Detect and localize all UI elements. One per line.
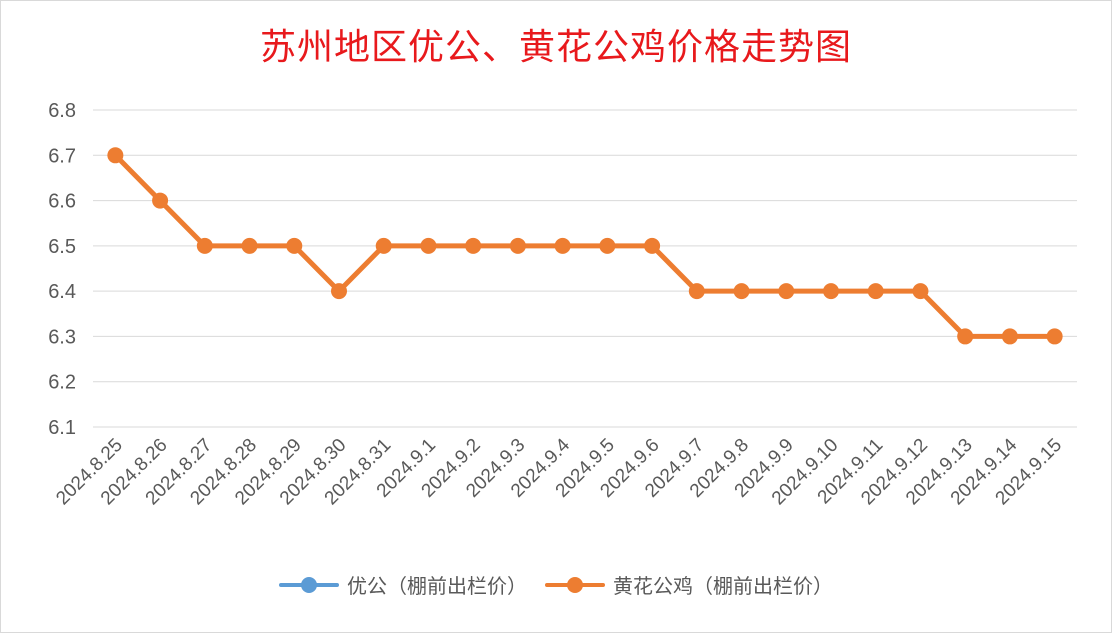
data-point	[509, 237, 526, 254]
y-tick-label: 6.5	[48, 236, 76, 258]
y-tick-label: 6.4	[48, 281, 76, 303]
legend: 优公（棚前出栏价） 黄花公鸡（棚前出栏价）	[0, 570, 1112, 599]
series-line-2	[112, 152, 1058, 339]
data-point	[331, 283, 347, 300]
data-point	[733, 283, 750, 300]
y-tick-label: 6.2	[48, 372, 76, 394]
data-point	[554, 237, 571, 254]
y-tick-label: 6.7	[48, 145, 76, 167]
legend-label-series-2: 黄花公鸡（棚前出栏价）	[613, 574, 833, 598]
data-point	[644, 237, 661, 254]
data-point	[1046, 328, 1063, 345]
y-tick-label: 6.8	[48, 100, 76, 122]
data-point	[778, 283, 795, 300]
data-point	[420, 237, 437, 254]
data-point	[196, 237, 213, 254]
data-point	[1001, 328, 1018, 345]
grid-lines	[93, 109, 1077, 428]
data-point	[912, 283, 929, 300]
data-point	[599, 237, 616, 254]
series-lines	[112, 152, 1058, 339]
legend-item-series-2: 黄花公鸡（棚前出栏价）	[545, 570, 833, 599]
data-point	[688, 283, 705, 300]
y-tick-label: 6.1	[48, 417, 76, 439]
legend-item-series-1: 优公（棚前出栏价）	[279, 570, 527, 599]
data-point	[867, 283, 884, 300]
chart-title: 苏州地区优公、黄花公鸡价格走势图	[259, 27, 852, 68]
data-point	[286, 237, 303, 254]
data-point	[957, 328, 974, 345]
x-axis-ticks: 2024.8.252024.8.262024.8.272024.8.282024…	[52, 434, 1066, 509]
series-points	[107, 147, 1063, 345]
y-tick-label: 6.6	[48, 191, 76, 213]
data-point	[241, 237, 258, 254]
data-point	[465, 237, 482, 254]
data-point	[107, 147, 124, 164]
data-point	[823, 283, 839, 300]
legend-label-series-1: 优公（棚前出栏价）	[347, 574, 527, 598]
data-point	[375, 237, 392, 254]
y-axis-ticks: 6.1 6.2 6.3 6.4 6.5 6.6 6.7 6.8	[48, 100, 76, 439]
legend-swatch-series-1	[279, 575, 339, 595]
y-tick-label: 6.3	[48, 326, 76, 348]
legend-swatch-series-2	[545, 575, 605, 595]
data-point	[152, 192, 169, 209]
